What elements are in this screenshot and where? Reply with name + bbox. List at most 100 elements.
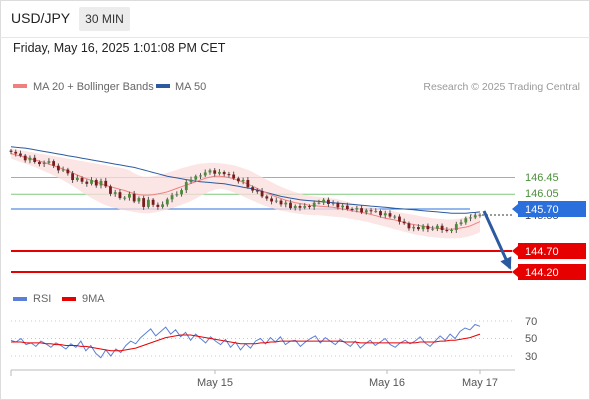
rsi-legend-label: RSI — [33, 293, 51, 305]
candle-body — [99, 180, 103, 186]
candle-body — [435, 225, 439, 229]
support-box-2-bg — [518, 264, 586, 280]
candle-body — [213, 170, 217, 174]
ma20-legend-swatch — [13, 84, 27, 88]
candle-body — [393, 216, 397, 218]
candle-body — [52, 161, 56, 166]
candle-body — [61, 169, 65, 171]
candle-body — [151, 199, 155, 205]
candle-body — [265, 196, 269, 199]
candle-body — [236, 178, 240, 182]
ma50-legend-label: MA 50 — [175, 81, 206, 93]
candle-body — [80, 177, 84, 182]
candle-body — [374, 211, 378, 213]
candle-body — [208, 170, 212, 173]
forecast-arrow-shaft — [482, 210, 512, 269]
support-label-1: 144.70 — [525, 246, 559, 258]
candle-body — [345, 205, 349, 209]
candle-body — [232, 174, 236, 179]
candle-body — [227, 174, 231, 176]
candle-body — [137, 198, 141, 202]
candle-body — [454, 224, 458, 230]
candle-body — [118, 192, 122, 199]
candle-body — [445, 230, 449, 231]
candle-body — [251, 187, 255, 191]
ma9-legend-swatch — [62, 297, 76, 301]
candle-body — [398, 216, 401, 222]
candle-body — [473, 215, 477, 218]
rsi-tick-70: 70 — [525, 316, 537, 328]
candle-body — [326, 199, 330, 204]
candle-body — [128, 193, 131, 198]
support-box-2-pointer — [512, 267, 518, 277]
candle-body — [180, 190, 183, 195]
candle-body — [246, 180, 250, 188]
header-divider — [0, 37, 590, 38]
candle-body — [123, 197, 127, 199]
candle-body — [66, 169, 70, 174]
candle-body — [165, 199, 169, 205]
candle-body — [94, 180, 98, 186]
candle-body — [14, 151, 18, 154]
candle-body — [336, 203, 340, 208]
support-box-1-bg — [518, 243, 586, 259]
candle-body — [189, 179, 193, 183]
candle-body — [303, 206, 307, 208]
candle-body — [38, 161, 41, 165]
candle-body — [317, 202, 321, 204]
support-box-2: 144.20 — [512, 264, 586, 280]
ma50-line — [10, 146, 481, 214]
candle-body — [104, 180, 108, 187]
candle-body — [132, 193, 136, 202]
support-box-1-pointer — [512, 246, 518, 256]
candle-body — [47, 161, 51, 163]
candle-body — [369, 210, 373, 212]
candle-body — [109, 186, 112, 194]
candle-body — [142, 198, 146, 207]
timeframe-button[interactable]: 30 MIN — [79, 7, 130, 31]
candle-body — [364, 210, 368, 213]
candle-body — [284, 202, 288, 205]
price-legend: MA 20 + Bollinger Bands MA 50 — [13, 81, 206, 93]
x-tick-label-2: May 16 — [369, 377, 405, 389]
x-tick-label-3: May 17 — [462, 377, 498, 389]
rsi-legend: RSI 9MA — [13, 293, 105, 305]
candle-body — [407, 223, 411, 229]
candle-body — [203, 172, 207, 176]
candle-body — [33, 157, 37, 162]
rsi-tick-30: 30 — [525, 351, 537, 363]
candle-body — [241, 180, 245, 182]
candle-body — [440, 225, 444, 230]
credit-text: Research © 2025 Trading Central — [423, 81, 580, 93]
candle-body — [293, 206, 297, 209]
current-price-label: 145.70 — [525, 204, 559, 216]
bollinger-band-area — [11, 148, 480, 239]
candle-body — [90, 180, 93, 184]
candle-body — [71, 173, 74, 181]
candle-body — [417, 227, 420, 230]
candle-body — [322, 199, 326, 203]
rsi-legend-swatch — [13, 297, 27, 301]
candle-body — [113, 192, 117, 194]
resistance-label-2: 146.05 — [525, 188, 559, 200]
rsi-line — [10, 323, 481, 359]
rsi-tick-50: 50 — [525, 333, 537, 345]
candle-body — [194, 176, 198, 180]
candle-body — [9, 150, 13, 152]
candle-body — [270, 198, 273, 202]
candle-body — [85, 181, 89, 184]
candle-body — [379, 211, 382, 216]
candle-body — [156, 204, 160, 207]
candle-body — [402, 221, 406, 224]
candle-body — [218, 172, 221, 174]
candle-body — [478, 214, 482, 216]
candle-body — [75, 177, 79, 181]
candle-body — [298, 206, 302, 208]
candle-body — [469, 217, 472, 219]
current-price-box-bg — [518, 201, 586, 217]
candle-body — [388, 213, 392, 217]
candle-body — [255, 190, 259, 192]
candle-body — [350, 209, 354, 210]
candle-body — [431, 228, 435, 230]
